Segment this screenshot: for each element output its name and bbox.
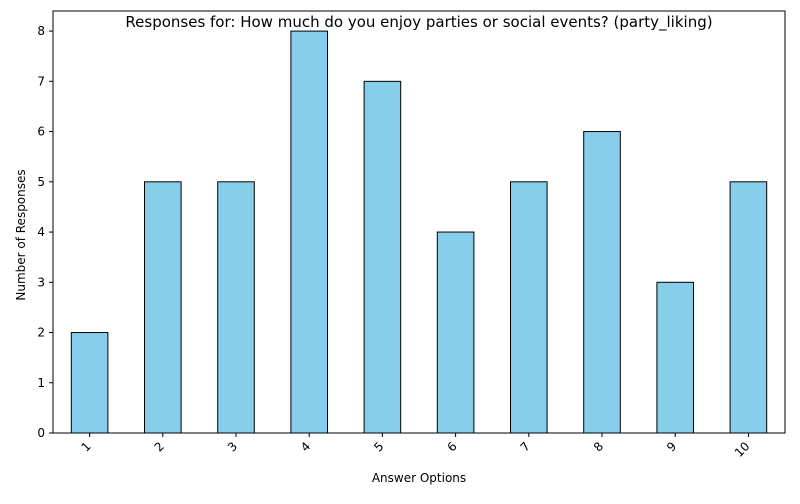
x-tick-label: 7 [518,439,533,454]
x-axis-ticks: 1 2 3 4 5 6 7 8 9 10 [78,433,753,460]
x-tick-label: 2 [152,439,167,454]
bar-2 [144,181,182,434]
bar-5 [363,80,402,434]
x-tick-label: 3 [225,439,240,454]
x-axis-label: Answer Options [372,471,466,485]
bar-4 [290,30,328,434]
x-tick-label: 4 [298,439,313,454]
y-tick-label: 1 [37,376,45,390]
y-tick-label: 2 [37,326,45,340]
bars-group [70,30,768,434]
y-tick-label: 0 [37,426,45,440]
y-tick-label: 7 [37,74,45,88]
y-axis-ticks: 0 1 2 3 4 5 6 7 8 [37,24,53,440]
plot-frame [52,10,786,434]
y-axis-label: Number of Responses [14,169,28,300]
bar-7 [510,181,548,434]
x-tick-label: 6 [444,439,459,454]
y-tick-label: 3 [37,275,45,289]
y-tick-label: 6 [37,125,45,139]
y-tick-label: 8 [37,24,45,38]
bar-9 [656,281,695,434]
y-tick-label: 4 [37,225,45,239]
bar-1 [70,332,109,434]
x-tick-label: 9 [664,439,679,454]
bar-8 [583,131,621,434]
bar-6 [436,231,475,434]
x-tick-label: 5 [371,439,386,454]
x-tick-label: 10 [732,439,753,460]
chart-title: Responses for: How much do you enjoy par… [125,13,712,32]
x-tick-label: 1 [78,439,93,454]
x-tick-label: 8 [591,439,606,454]
y-tick-label: 5 [37,175,45,189]
bar-10 [729,181,768,434]
bar-3 [217,181,255,434]
